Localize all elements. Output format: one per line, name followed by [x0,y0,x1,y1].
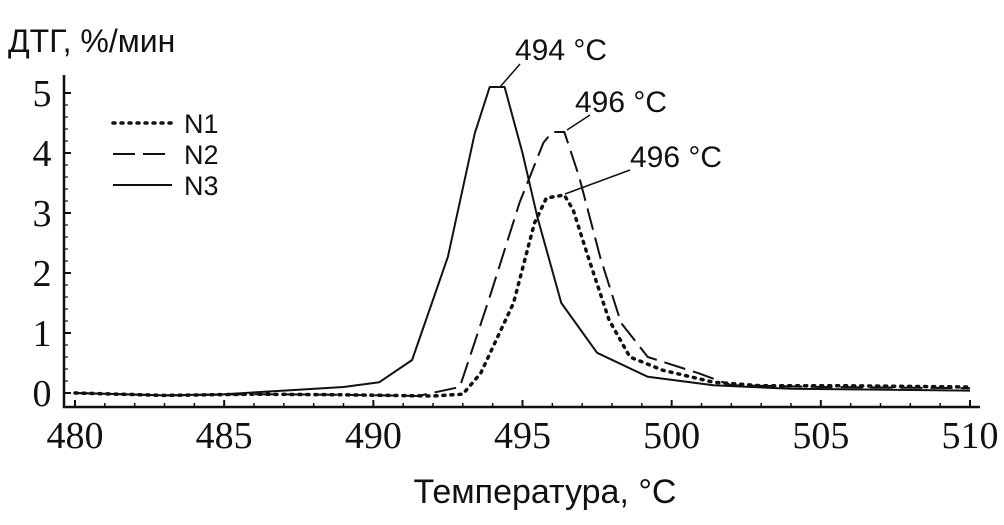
peak-annotation-n2: 496 °C [575,86,667,119]
y-tick-label: 0 [33,373,52,415]
x-tick-label: 500 [643,415,700,457]
x-tick-label: 505 [792,415,849,457]
y-tick-label: 4 [33,133,52,175]
annotation-leader [499,63,521,88]
y-tick-label: 5 [33,73,52,115]
series-line-n1 [73,193,972,398]
peak-annotation-n3: 494 °C [515,34,607,67]
y-tick-label: 3 [33,193,52,235]
legend-label-n1: N1 [184,109,219,139]
series-line-n2 [74,131,971,397]
legend-label-n3: N3 [184,171,219,201]
x-tick-label: 485 [196,415,253,457]
y-tick-label: 1 [33,313,52,355]
annotation-leader [566,114,591,131]
legend-label-n2: N2 [184,140,219,170]
peak-annotation-n1: 496 °C [630,141,722,174]
x-tick-label: 490 [345,415,402,457]
y-tick-label: 2 [33,253,52,295]
x-tick-label: 480 [47,415,104,457]
x-axis-label: Температура, °C [414,473,677,511]
series-line-n3 [74,86,971,397]
y-axis-label: ДТГ, %/мин [8,23,175,59]
x-tick-label: 495 [494,415,551,457]
x-tick-label: 510 [942,415,999,457]
annotation-leader [564,169,631,195]
